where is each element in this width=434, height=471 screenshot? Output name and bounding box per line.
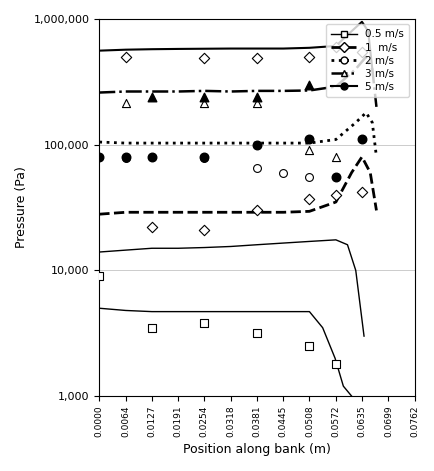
Point: [201, 319, 208, 327]
Point: [253, 99, 260, 106]
Point: [201, 154, 208, 162]
Point: [253, 141, 260, 148]
Point: [201, 226, 208, 234]
Point: [332, 153, 339, 161]
Point: [253, 93, 260, 101]
Point: [253, 164, 260, 172]
Point: [358, 48, 365, 56]
Point: [306, 146, 313, 154]
Point: [306, 174, 313, 181]
Point: [148, 93, 155, 101]
Point: [201, 153, 208, 161]
Point: [96, 272, 103, 280]
Point: [201, 99, 208, 106]
Point: [332, 43, 339, 51]
Point: [332, 360, 339, 368]
Point: [358, 136, 365, 143]
Point: [306, 81, 313, 89]
Point: [332, 191, 339, 198]
Y-axis label: Pressure (Pa): Pressure (Pa): [15, 167, 28, 249]
Point: [148, 224, 155, 231]
Point: [96, 153, 103, 161]
Point: [358, 188, 365, 196]
Point: [201, 93, 208, 101]
Point: [122, 153, 129, 161]
Point: [253, 329, 260, 336]
Point: [122, 99, 129, 106]
Point: [306, 53, 313, 61]
Point: [306, 195, 313, 203]
Point: [332, 174, 339, 181]
Point: [201, 54, 208, 62]
Point: [148, 153, 155, 161]
Point: [148, 324, 155, 332]
X-axis label: Position along bank (m): Position along bank (m): [183, 443, 331, 456]
Point: [306, 136, 313, 143]
Legend: 0.5 m/s, 1  m/s, 2 m/s, 3 m/s, 5 m/s: 0.5 m/s, 1 m/s, 2 m/s, 3 m/s, 5 m/s: [326, 24, 409, 97]
Point: [306, 342, 313, 350]
Point: [280, 169, 287, 176]
Point: [253, 207, 260, 214]
Point: [253, 54, 260, 62]
Point: [122, 53, 129, 61]
Point: [122, 154, 129, 162]
